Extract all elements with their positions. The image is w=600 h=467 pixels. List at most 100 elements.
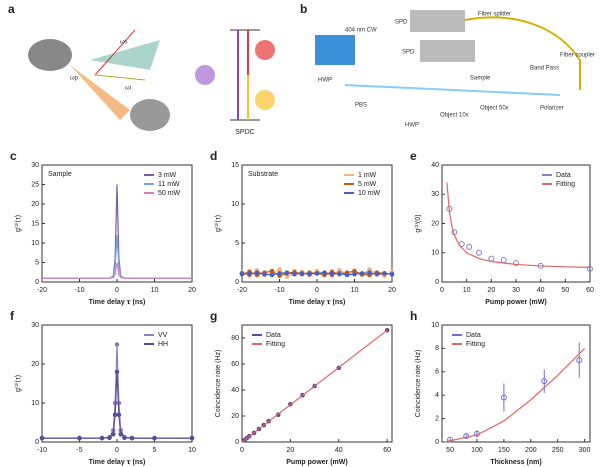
- spd-label: SPD: [402, 50, 415, 56]
- data-point: [299, 271, 305, 276]
- x-tick-label: 40: [537, 287, 545, 294]
- data-point: [322, 270, 327, 275]
- spd-label: SPD: [395, 20, 408, 26]
- pbs-label: PBS: [355, 103, 367, 109]
- x-tick-label: -10: [74, 287, 84, 294]
- polarizer-label: Polarizer: [540, 106, 564, 112]
- data-point: [344, 272, 350, 278]
- data-point: [112, 412, 118, 418]
- legend-label: 10 mW: [358, 190, 381, 197]
- signal-beam: [94, 29, 136, 76]
- data-point: [500, 394, 507, 401]
- data-point: [118, 431, 124, 437]
- x-tick-label: 150: [498, 447, 510, 454]
- y-tick-label: 6: [435, 369, 439, 376]
- data-point: [239, 271, 245, 276]
- data-point: [107, 435, 112, 441]
- x-tick-label: -10: [274, 287, 284, 294]
- data-point: [277, 271, 282, 276]
- x-tick-label: -20: [37, 287, 47, 294]
- data-point: [337, 271, 342, 276]
- chart: f Time delay 𝛕 (ns) g⁽²⁾(τ) -10 -5 0 5 10 0 10 20 3…: [10, 309, 196, 466]
- data-point: [466, 243, 473, 250]
- legend-label: Data: [266, 332, 281, 339]
- y-tick-label: 10: [231, 201, 239, 208]
- data-point: [247, 271, 252, 277]
- data-point: [476, 249, 482, 256]
- spdc-label: SPDC: [235, 129, 254, 136]
- sample-label: Sample: [470, 76, 491, 82]
- data-point: [254, 270, 260, 275]
- legend-label: HH: [158, 341, 168, 348]
- chart: h Thickness (nm) Coincidence rate (Hz) 50 10…: [410, 309, 591, 466]
- objective: [28, 39, 72, 71]
- y-tick-label: 40: [431, 162, 439, 169]
- data-point: [277, 267, 282, 272]
- data-point: [116, 412, 122, 418]
- signal-label: ωs: [120, 40, 128, 46]
- x-tick-label: 40: [335, 447, 343, 454]
- data-point: [189, 435, 195, 441]
- y-tick-label: 10: [431, 250, 439, 257]
- y-tick-label: 30: [31, 322, 39, 329]
- data-point: [463, 433, 470, 440]
- y-axis-label: Coincidence rate (Hz): [415, 350, 422, 418]
- data-point: [152, 435, 157, 441]
- data-point: [576, 357, 583, 364]
- x-tick-label: 200: [525, 447, 537, 454]
- data-point: [269, 268, 275, 274]
- x-tick-label: 50: [446, 447, 454, 454]
- y-tick-label: 5: [35, 259, 39, 266]
- data-point: [262, 271, 267, 277]
- beam-path: [344, 84, 561, 96]
- data-point: [129, 435, 135, 441]
- splitter-label: Fiber splitter: [478, 12, 511, 18]
- x-tick-label: -20: [237, 287, 247, 294]
- coupler-label: Fiber coupler: [560, 53, 595, 59]
- legend-label: 50 mW: [158, 190, 181, 197]
- series-line: [42, 262, 192, 279]
- x-axis-label: Time delay 𝛕 (ns): [289, 299, 346, 306]
- x-tick-label: 0: [440, 287, 444, 294]
- data-point: [382, 271, 387, 276]
- x-tick-label: 5: [153, 447, 157, 454]
- x-axis-label: Time delay 𝛕 (ns): [89, 459, 146, 466]
- data-point: [500, 257, 507, 264]
- y-tick-label: 15: [31, 220, 39, 227]
- x-tick-label: 10: [151, 287, 159, 294]
- x-tick-label: -10: [37, 447, 47, 454]
- x-tick-label: 0: [115, 287, 119, 294]
- y-axis-label: Coincidence rate (Hz): [215, 350, 222, 418]
- objective-label: Object 50x: [480, 106, 509, 112]
- pump-label: ωp: [70, 76, 79, 82]
- y-tick-label: 20: [31, 361, 39, 368]
- y-tick-label: 20: [31, 201, 39, 208]
- data-point: [587, 265, 593, 272]
- bandpass-label: Band Pass: [530, 66, 559, 72]
- y-tick-label: 30: [31, 162, 39, 169]
- y-axis-label: g⁽²⁾(0): [414, 214, 422, 232]
- x-tick-label: 20: [188, 287, 196, 294]
- x-tick-label: 10: [351, 287, 359, 294]
- panel-label: b: [300, 2, 307, 16]
- data-point: [374, 271, 380, 277]
- data-point: [488, 255, 495, 262]
- y-tick-label: 20: [231, 413, 239, 420]
- objective-label: Object 10x: [440, 113, 469, 119]
- y-tick-label: 8: [435, 345, 439, 352]
- x-tick-label: 10: [463, 287, 471, 294]
- data-point: [99, 435, 105, 441]
- legend-label: VV: [158, 332, 168, 339]
- data-point: [359, 271, 365, 276]
- y-tick-label: 4: [435, 392, 439, 399]
- y-tick-label: 60: [231, 361, 239, 368]
- y-tick-label: 80: [231, 335, 239, 342]
- data-point: [269, 272, 275, 278]
- fiber: [464, 16, 581, 90]
- laser-label: 404 nm CW: [345, 28, 377, 34]
- chart: e Pump power (mW) g⁽²⁾(0) 0 10 20 30 40 50 60 0 10 2…: [410, 149, 594, 306]
- series-line: [42, 235, 192, 279]
- x-tick-label: 30: [512, 287, 520, 294]
- crystal: [90, 40, 160, 70]
- x-tick-label: 100: [471, 447, 483, 454]
